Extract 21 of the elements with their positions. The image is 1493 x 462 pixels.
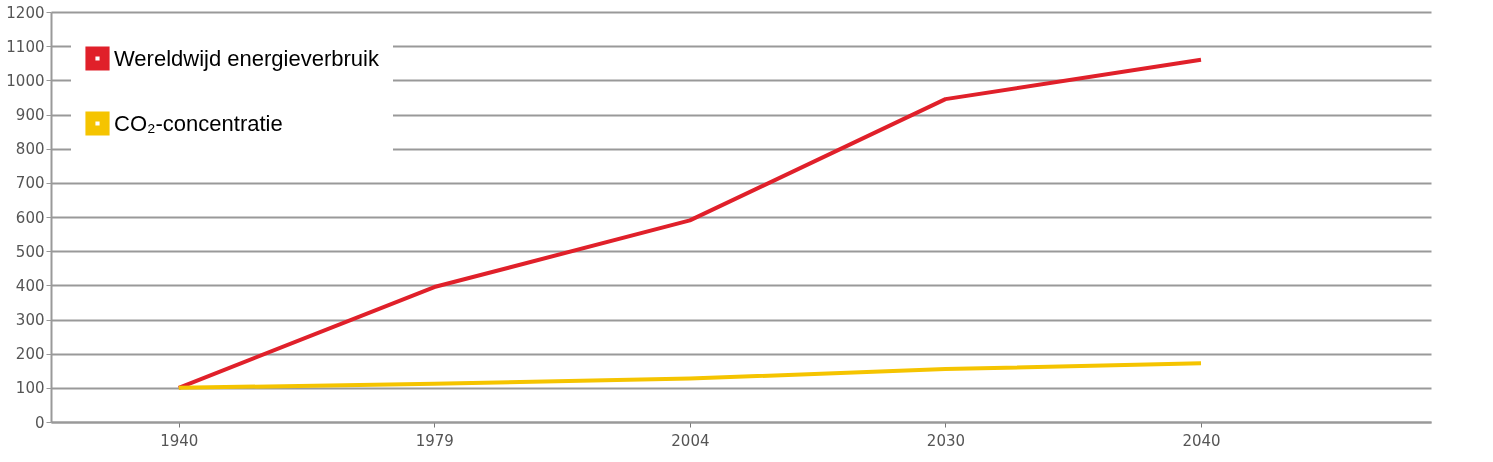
y-tick-label: 500 xyxy=(15,242,45,261)
y-tick-label: 0 xyxy=(34,413,45,432)
y-tick-label: 400 xyxy=(15,276,45,295)
y-tick-label: 300 xyxy=(15,311,45,329)
y-tick-label: 100 xyxy=(15,379,45,398)
y-tick-label: 1000 xyxy=(6,71,45,90)
legend-label: CO₂-concentratie xyxy=(114,110,283,136)
y-tick-label: 800 xyxy=(15,140,45,159)
line-series xyxy=(176,361,1203,390)
y-tick-label: 200 xyxy=(15,345,45,364)
y-tick-label: 700 xyxy=(15,174,45,193)
x-tick-label: 2004 xyxy=(671,431,710,450)
y-tick-label: 600 xyxy=(15,208,45,227)
y-tick-label: 1200 xyxy=(6,3,45,22)
x-tick-label: 1940 xyxy=(160,431,199,450)
x-tick-label: 2030 xyxy=(926,431,966,450)
legend-label: Wereldwijd energieverbruik xyxy=(114,45,380,71)
x-tick-label: 1979 xyxy=(415,431,454,450)
y-tick-label: 900 xyxy=(15,106,45,124)
x-tick-label: 2040 xyxy=(1182,431,1221,450)
y-tick-label: 1100 xyxy=(6,37,45,56)
